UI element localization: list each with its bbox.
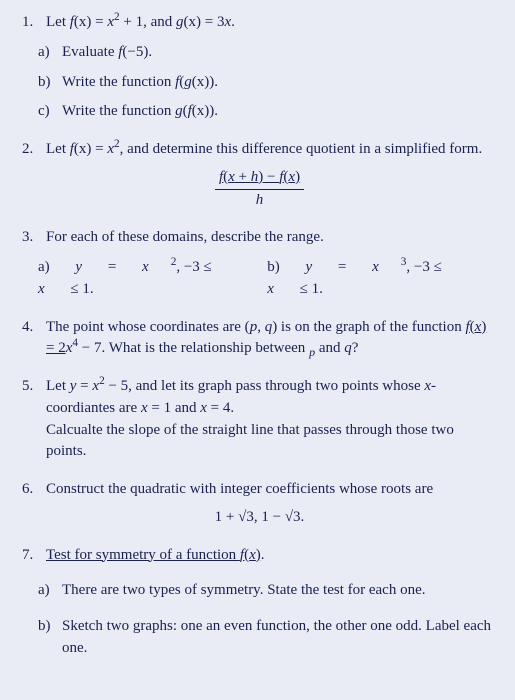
sub-b-text: Sketch two graphs: one an even function,… bbox=[62, 616, 497, 660]
sub-b: b) Write the function f(g(x)). bbox=[38, 72, 497, 94]
problem-number: 3. bbox=[22, 227, 42, 249]
problem-stem: Let f(x) = x2 + 1, and g(x) = 3x. bbox=[46, 12, 497, 34]
problem-2: 2. Let f(x) = x2, and determine this dif… bbox=[22, 139, 497, 211]
roots-expression: 1 + √3, 1 − √3. bbox=[22, 507, 497, 529]
sub-b: b) Sketch two graphs: one an even functi… bbox=[38, 616, 497, 660]
frac-denominator: h bbox=[215, 190, 304, 212]
sub-b-text: Write the function f(g(x)). bbox=[62, 72, 218, 94]
sub-a-text: There are two types of symmetry. State t… bbox=[62, 580, 425, 602]
problem-5: 5. Let y = x2 − 5, and let its graph pas… bbox=[22, 376, 497, 463]
problem-stem: Construct the quadratic with integer coe… bbox=[46, 479, 497, 501]
problem-number: 6. bbox=[22, 479, 42, 501]
problem-stem: The point whose coordinates are (p, q) i… bbox=[46, 317, 497, 361]
sub-c-text: Write the function g(f(x)). bbox=[62, 101, 218, 123]
problem-number: 2. bbox=[22, 139, 42, 161]
sub-c: c) Write the function g(f(x)). bbox=[38, 101, 497, 123]
problem-number: 5. bbox=[22, 376, 42, 463]
problem-stem: Test for symmetry of a function f(x). bbox=[46, 545, 497, 567]
part-a: a) y = x2, −3 ≤ x ≤ 1. bbox=[38, 257, 245, 301]
sub-parts: a) y = x2, −3 ≤ x ≤ 1. b) y = x3, −3 ≤ x… bbox=[38, 257, 497, 301]
problem-number: 4. bbox=[22, 317, 42, 361]
problem-stem: For each of these domains, describe the … bbox=[46, 227, 497, 249]
problem-3: 3. For each of these domains, describe t… bbox=[22, 227, 497, 300]
math-worksheet: 1. Let f(x) = x2 + 1, and g(x) = 3x. a) … bbox=[0, 0, 515, 696]
problem-number: 1. bbox=[22, 12, 42, 34]
difference-quotient: f(x + h) − f(x) h bbox=[22, 167, 497, 212]
problem-number: 7. bbox=[22, 545, 42, 567]
symmetry-link[interactable]: Test for symmetry of a function f(x) bbox=[46, 547, 261, 563]
problem-4: 4. The point whose coordinates are (p, q… bbox=[22, 317, 497, 361]
sub-a: a) Evaluate f(−5). bbox=[38, 42, 497, 64]
problem-7: 7. Test for symmetry of a function f(x).… bbox=[22, 545, 497, 660]
sub-a-text: Evaluate f(−5). bbox=[62, 42, 152, 64]
frac-numerator: f(x + h) − f(x) bbox=[215, 167, 304, 190]
problem-stem: Let f(x) = x2, and determine this differ… bbox=[46, 139, 497, 161]
problem-stem: Let y = x2 − 5, and let its graph pass t… bbox=[46, 376, 497, 463]
problem-1: 1. Let f(x) = x2 + 1, and g(x) = 3x. a) … bbox=[22, 12, 497, 123]
sub-a: a) There are two types of symmetry. Stat… bbox=[38, 580, 497, 602]
part-b: b) y = x3, −3 ≤ x ≤ 1. bbox=[267, 257, 475, 301]
problem-6: 6. Construct the quadratic with integer … bbox=[22, 479, 497, 529]
